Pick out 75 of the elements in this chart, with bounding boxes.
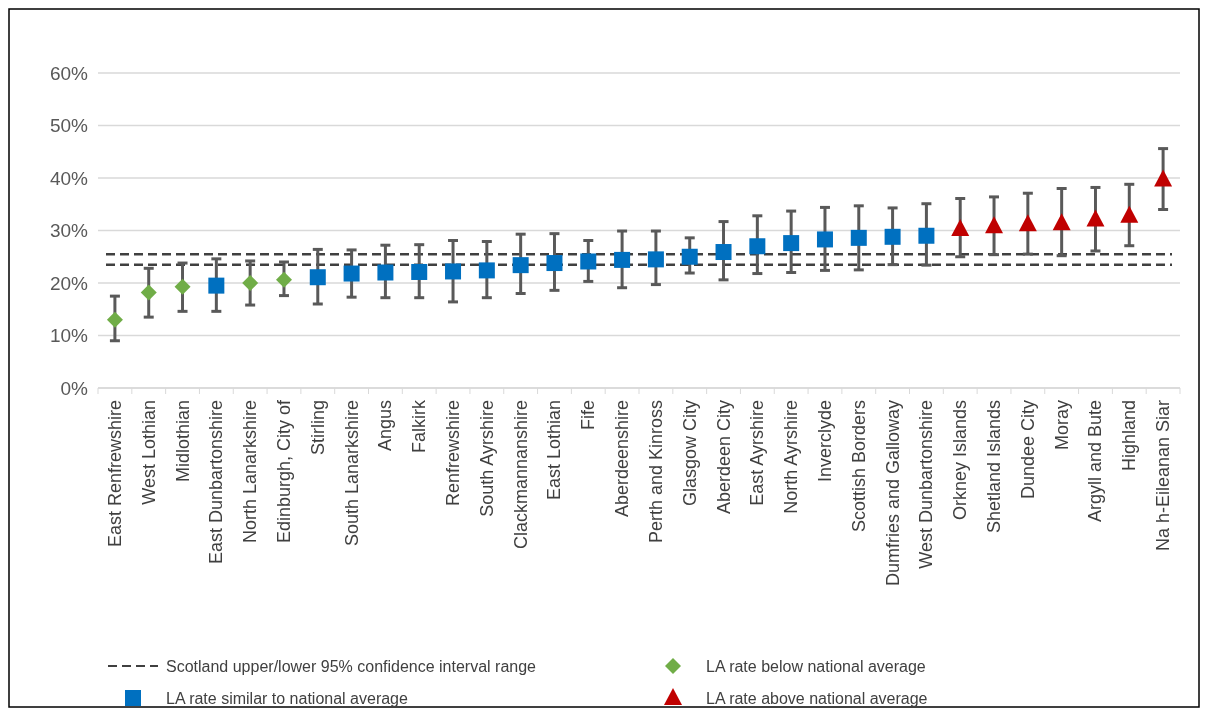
x-tick-label: East Dunbartonshire <box>206 400 227 565</box>
x-tick-label: Edinburgh, City of <box>273 399 294 544</box>
x-tick-label: Aberdeen City <box>713 400 734 515</box>
point <box>715 244 732 261</box>
x-tick-label: South Lanarkshire <box>341 400 362 547</box>
point <box>816 231 833 248</box>
x-tick-label: Perth and Kinross <box>645 400 666 544</box>
x-tick-label: East Renfrewshire <box>104 400 125 548</box>
y-tick-label: 10% <box>49 325 89 347</box>
point <box>1154 169 1173 187</box>
x-tick-label: West Lothian <box>138 400 159 505</box>
point <box>242 275 259 291</box>
point <box>647 251 664 268</box>
x-tick-label: Shetland Islands <box>984 400 1005 534</box>
point <box>309 269 326 286</box>
point <box>1120 205 1139 223</box>
x-tick-label: North Ayrshire <box>781 400 802 514</box>
point <box>478 262 495 279</box>
point <box>1052 213 1071 231</box>
point <box>445 263 462 280</box>
x-tick-label: Fife <box>578 400 599 431</box>
point <box>850 229 867 246</box>
point <box>681 248 698 265</box>
point <box>411 263 428 280</box>
x-tick-label: Renfrewshire <box>443 400 464 507</box>
y-tick-label: 0% <box>60 377 89 399</box>
point <box>1086 209 1105 227</box>
legend-label: Scotland upper/lower 95% confidence interval range <box>166 657 537 675</box>
legend-label: LA rate similar to national average <box>166 689 409 707</box>
x-tick-label: Stirling <box>307 400 328 456</box>
point <box>580 253 597 270</box>
y-tick-label: 50% <box>49 115 89 137</box>
point <box>1018 214 1037 232</box>
point <box>546 255 563 272</box>
x-tick-label: East Lothian <box>544 400 565 501</box>
point <box>884 228 901 245</box>
y-tick-label: 40% <box>49 167 89 189</box>
legend-label: LA rate below national average <box>706 657 926 675</box>
x-tick-label: Orkney Islands <box>950 400 971 521</box>
point <box>208 277 225 294</box>
point <box>377 264 394 281</box>
point <box>106 311 123 328</box>
x-tick-label: Argyll and Bute <box>1085 400 1106 523</box>
x-tick-label: Midlothian <box>172 400 193 483</box>
x-tick-label: Clackmannanshire <box>510 400 531 550</box>
y-tick-label: 30% <box>49 220 89 242</box>
legend-label: LA rate above national average <box>706 689 928 707</box>
x-tick-label: Dundee City <box>1017 400 1038 500</box>
point <box>343 265 360 282</box>
x-tick-label: South Ayrshire <box>476 400 497 517</box>
x-tick-label: Falkirk <box>409 399 430 453</box>
x-tick-label: Glasgow City <box>679 400 700 507</box>
x-tick-label: Highland <box>1119 400 1140 472</box>
y-tick-label: 60% <box>49 62 89 84</box>
x-tick-label: Dumfries and Galloway <box>882 400 903 587</box>
x-tick-label: Aberdeenshire <box>612 400 633 518</box>
x-tick-label: Angus <box>375 400 396 452</box>
x-tick-label: Scottish Borders <box>848 400 869 533</box>
x-tick-label: North Lanarkshire <box>240 400 261 544</box>
x-tick-label: Inverclyde <box>814 400 835 483</box>
x-tick-label: Na h-Eileanan Siar <box>1153 400 1174 552</box>
point <box>783 235 800 252</box>
point <box>985 216 1004 234</box>
point <box>275 271 292 288</box>
x-tick-label: Moray <box>1051 400 1072 451</box>
y-tick-label: 20% <box>49 272 89 294</box>
point <box>174 278 191 295</box>
x-tick-label: West Dunbartonshire <box>916 400 937 569</box>
point <box>140 284 157 301</box>
point <box>512 257 529 274</box>
x-tick-label: East Ayrshire <box>747 400 768 506</box>
point <box>614 251 631 268</box>
point <box>918 227 935 244</box>
point <box>951 218 970 236</box>
point <box>749 238 766 255</box>
